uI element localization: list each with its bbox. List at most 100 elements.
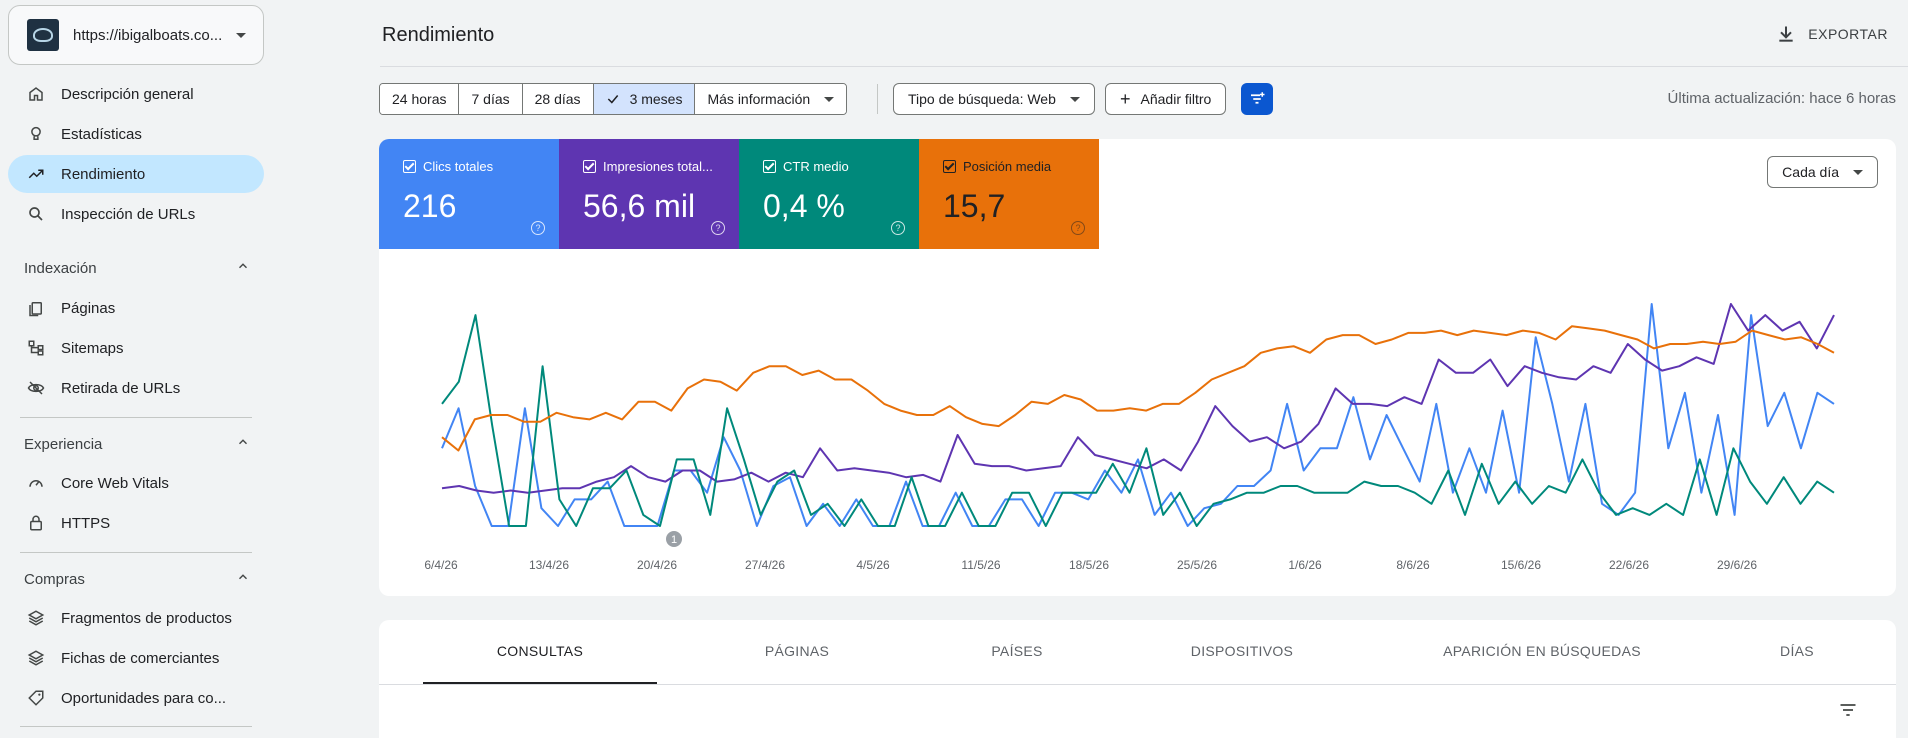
nav-https[interactable]: HTTPS [8,504,264,542]
metric-impressions[interactable]: Impresiones total... 56,6 mil ? [559,139,739,249]
x-tick-label: 22/6/26 [1609,558,1649,572]
performance-chart-card: Clics totales 216 ? Impresiones total...… [379,139,1896,596]
nav-removals[interactable]: Retirada de URLs [8,369,264,407]
date-3m-button[interactable]: 3 meses [593,84,696,114]
x-tick-label: 25/5/26 [1177,558,1217,572]
section-shopping[interactable]: Compras [24,570,250,588]
checkbox-icon [763,160,776,173]
sidebar: https://ibigalboats.co... Descripción ge… [0,0,272,738]
pages-icon [27,299,45,317]
add-filter-button[interactable]: + Añadir filtro [1105,83,1227,115]
nav-merchant-listings[interactable]: Fichas de comerciantes [8,639,264,677]
checkbox-icon [583,160,596,173]
sitemap-icon [27,339,45,357]
sidebar-divider [20,552,252,553]
export-label: EXPORTAR [1808,26,1888,42]
granularity-dropdown[interactable]: Cada día [1767,156,1878,188]
filter-separator [877,84,878,114]
nav-product-snippets[interactable]: Fragmentos de productos [8,599,264,637]
nav-pages[interactable]: Páginas [8,289,264,327]
last-update-text: Última actualización: hace 6 horas [1667,90,1896,107]
nav-label: Inspección de URLs [61,205,196,223]
property-selector[interactable]: https://ibigalboats.co... [8,5,264,65]
trending-up-icon [27,165,45,183]
tab-days[interactable]: DÍAS [1780,643,1814,659]
performance-line-chart[interactable]: 6/4/26 13/4/26 20/4/26 27/4/26 4/5/26 11/5/26… [379,139,1896,596]
lock-icon [27,514,45,532]
annotation-marker[interactable]: 1 [666,531,682,547]
header-divider [380,66,1908,67]
metric-value: 15,7 [943,188,1006,224]
nav-label: Core Web Vitals [61,474,169,492]
metric-ctr[interactable]: CTR medio 0,4 % ? [739,139,919,249]
nav-performance[interactable]: Rendimiento [8,155,264,193]
x-tick-label: 8/6/26 [1396,558,1430,572]
metric-label: Clics totales [423,159,494,174]
chevron-down-icon [1853,169,1863,175]
series-line-position [441,325,1835,452]
x-tick-label: 18/5/26 [1069,558,1109,572]
dimensions-card: CONSULTAS PÁGINAS PAÍSES DISPOSITIVOS AP… [379,620,1896,738]
tab-search-appearance[interactable]: APARICIÓN EN BÚSQUEDAS [1443,643,1641,659]
tabs-divider [379,684,1896,685]
series-line-impressions [441,303,1835,494]
nav-label: Fichas de comerciantes [61,649,220,667]
nav-opportunities[interactable]: Oportunidades para co... [8,679,264,717]
chevron-down-icon [236,32,247,38]
x-tick-label: 15/6/26 [1501,558,1541,572]
x-tick-label: 4/5/26 [856,558,890,572]
nav-label: Páginas [61,299,116,317]
search-type-dropdown[interactable]: Tipo de búsqueda: Web [893,83,1095,115]
tab-queries[interactable]: CONSULTAS [496,643,584,659]
section-experience[interactable]: Experiencia [24,435,250,453]
nav-sitemaps[interactable]: Sitemaps [8,329,264,367]
x-tick-label: 1/6/26 [1288,558,1322,572]
tab-devices[interactable]: DISPOSITIVOS [1190,643,1294,659]
date-label: 24 horas [392,91,447,107]
metric-position[interactable]: Posición media 15,7 ? [919,139,1099,249]
property-logo [27,19,59,51]
filter-list-icon [1251,92,1265,104]
layers-icon [27,609,45,627]
date-28d-button[interactable]: 28 días [522,84,594,114]
nav-label: Descripción general [61,85,194,103]
metric-label: Posición media [963,159,1052,174]
layers-icon [27,649,45,667]
checkbox-icon [403,160,416,173]
nav-overview[interactable]: Descripción general [8,75,264,113]
add-filter-label: Añadir filtro [1140,91,1212,107]
chevron-up-icon [236,259,250,277]
metric-clicks[interactable]: Clics totales 216 ? [379,139,559,249]
granularity-label: Cada día [1782,164,1839,180]
nav-core-web-vitals[interactable]: Core Web Vitals [8,464,264,502]
metric-value: 56,6 mil [583,188,696,224]
x-tick-label: 27/4/26 [745,558,785,572]
lightbulb-icon [27,125,45,143]
date-label: 3 meses [629,91,683,107]
nav-insights[interactable]: Estadísticas [8,115,264,153]
help-icon[interactable]: ? [711,221,725,235]
date-more-button[interactable]: Más información [695,84,847,114]
metric-label: Impresiones total... [603,159,713,174]
tab-pages[interactable]: PÁGINAS [764,643,830,659]
help-icon[interactable]: ? [1071,221,1085,235]
section-indexing[interactable]: Indexación [24,259,250,277]
table-filter-button[interactable] [1838,700,1858,725]
nav-label: HTTPS [61,514,111,532]
download-icon [1779,26,1793,42]
nav-url-inspection[interactable]: Inspección de URLs [8,195,264,233]
date-24h-button[interactable]: 24 horas [380,84,460,114]
export-button[interactable]: EXPORTAR [1776,24,1888,44]
help-icon[interactable]: ? [531,221,545,235]
date-7d-button[interactable]: 7 días [459,84,523,114]
gauge-icon [27,474,45,492]
date-label: Más información [707,91,811,107]
annotation-label: 1 [671,534,677,546]
tab-countries[interactable]: PAÍSES [991,643,1043,659]
plus-icon: + [1120,89,1131,109]
nav-label: Fragmentos de productos [61,609,232,627]
series-line-ctr [441,314,1835,527]
date-label: 28 días [534,91,581,107]
filter-settings-button[interactable] [1241,83,1273,115]
help-icon[interactable]: ? [891,221,905,235]
